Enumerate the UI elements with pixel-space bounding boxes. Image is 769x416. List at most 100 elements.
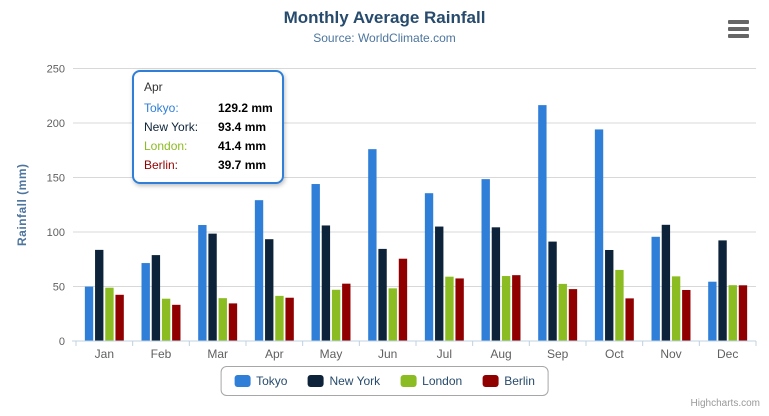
hamburger-bar [728,20,749,24]
bar-tokyo-jan[interactable] [84,286,94,341]
tooltip-series-label: Berlin: [144,158,179,172]
tooltip-series-label: London: [144,139,188,153]
y-axis-tick-label: 100 [47,227,65,239]
x-axis-label-dec: Dec [717,347,738,361]
legend-item-london[interactable]: London [400,374,462,388]
legend-item-tokyo[interactable]: Tokyo [234,374,287,388]
y-axis-tick-label: 50 [53,282,65,294]
bar-berlin-aug[interactable] [512,275,521,341]
hamburger-bar [728,34,749,38]
bar-new-york-jun[interactable] [378,248,387,341]
bar-new-york-feb[interactable] [151,255,161,341]
bar-london-mar[interactable] [218,298,227,341]
bar-london-aug[interactable] [501,276,511,341]
tooltip-row-tokyo-: Tokyo: 129.2 mm [144,99,273,118]
tooltip-series-value: 93.4 mm [218,120,267,134]
bar-new-york-jul[interactable] [435,226,444,341]
bar-berlin-dec[interactable] [738,285,748,341]
bar-new-york-aug[interactable] [491,227,501,341]
bar-new-york-mar[interactable] [208,233,217,341]
bar-tokyo-feb[interactable] [141,263,150,341]
legend-symbol-london [400,375,417,387]
bar-new-york-may[interactable] [321,225,331,341]
y-axis-tick-label: 200 [47,118,65,130]
bar-tokyo-jun[interactable] [368,149,377,341]
tooltip-row-berlin-: Berlin: 39.7 mm [144,156,272,175]
tooltip-series-value: 39.7 mm [218,158,267,172]
hamburger-menu-icon[interactable] [728,20,752,38]
bar-tokyo-oct[interactable] [594,129,604,341]
bar-tokyo-apr[interactable] [254,200,264,341]
bar-london-sep[interactable] [558,283,567,341]
bar-london-nov[interactable] [671,276,681,341]
x-axis-label-apr: Apr [265,347,284,361]
chart-title: Monthly Average Rainfall [283,8,486,27]
legend-symbol-tokyo [234,375,251,387]
bar-london-jul[interactable] [445,276,454,341]
x-axis-label-aug: Aug [490,347,511,361]
bar-berlin-apr[interactable] [285,297,294,341]
x-axis-label-feb: Feb [151,347,172,361]
bar-berlin-mar[interactable] [228,303,238,341]
tooltip-row-new-york-: New York: 93.4 mm [144,118,272,137]
bar-berlin-jul[interactable] [455,278,464,341]
y-axis-tick-label: 0 [59,336,65,348]
bar-new-york-dec[interactable] [718,240,727,341]
bar-london-may[interactable] [331,289,341,341]
y-axis-tick-label: 250 [47,64,65,76]
legend: Tokyo New York London Berlin [220,366,549,396]
bar-london-apr[interactable] [275,295,284,341]
legend-item-berlin[interactable]: Berlin [482,374,535,388]
bar-new-york-apr[interactable] [265,239,274,341]
bar-berlin-jun[interactable] [398,258,408,341]
bar-london-oct[interactable] [615,269,624,341]
tooltip-series-value: 41.4 mm [218,139,267,153]
bar-berlin-feb[interactable] [172,304,181,341]
bar-london-dec[interactable] [728,285,737,341]
bar-tokyo-aug[interactable] [481,179,490,341]
bar-new-york-oct[interactable] [605,249,614,341]
x-axis-label-nov: Nov [660,347,681,361]
legend-item-new-york[interactable]: New York [307,374,380,388]
bar-tokyo-jul[interactable] [424,193,434,341]
x-axis-label-may: May [320,347,343,361]
bar-london-feb[interactable] [161,298,171,341]
bar-new-york-nov[interactable] [661,224,671,341]
legend-label: New York [329,374,381,388]
bar-new-york-sep[interactable] [548,241,557,341]
hamburger-bar [728,27,749,31]
y-axis-tick-label: 150 [47,173,65,185]
legend-label: Tokyo [256,374,288,388]
chart-subtitle: Source: WorldClimate.com [313,31,456,45]
bar-tokyo-nov[interactable] [651,236,660,341]
tooltip-header: Apr [144,80,163,94]
bar-london-jun[interactable] [388,288,397,341]
bar-berlin-jan[interactable] [115,294,124,341]
bar-new-york-jan[interactable] [95,249,104,341]
x-axis-label-sep: Sep [547,347,569,361]
x-axis-label-jan: Jan [95,347,114,361]
x-axis-label-mar: Mar [207,347,228,361]
legend-label: London [422,374,463,388]
credits-link[interactable]: Highcharts.com [690,398,760,409]
tooltip-rows: Tokyo: 129.2 mm New York: 93.4 mm London: 41.… [144,99,273,175]
bar-london-jan[interactable] [105,287,114,341]
bar-berlin-may[interactable] [342,283,351,341]
tooltip: Apr Tokyo: 129.2 mm New York: 93.4 mm London… [132,70,284,184]
legend-symbol-berlin [482,375,499,387]
x-axis-label-oct: Oct [605,347,624,361]
bar-tokyo-may[interactable] [311,184,320,341]
bar-berlin-oct[interactable] [625,298,634,341]
bar-berlin-nov[interactable] [682,289,691,341]
x-axis-label-jun: Jun [378,347,397,361]
x-axis-label-jul: Jul [437,347,452,361]
bar-tokyo-sep[interactable] [538,105,547,342]
bar-berlin-sep[interactable] [568,289,578,341]
bar-tokyo-mar[interactable] [198,225,207,341]
y-axis-title: Rainfall (mm) [15,163,29,246]
bar-tokyo-dec[interactable] [708,281,717,341]
tooltip-row-london-: London: 41.4 mm [144,137,272,156]
tooltip-series-label: New York: [144,120,199,134]
